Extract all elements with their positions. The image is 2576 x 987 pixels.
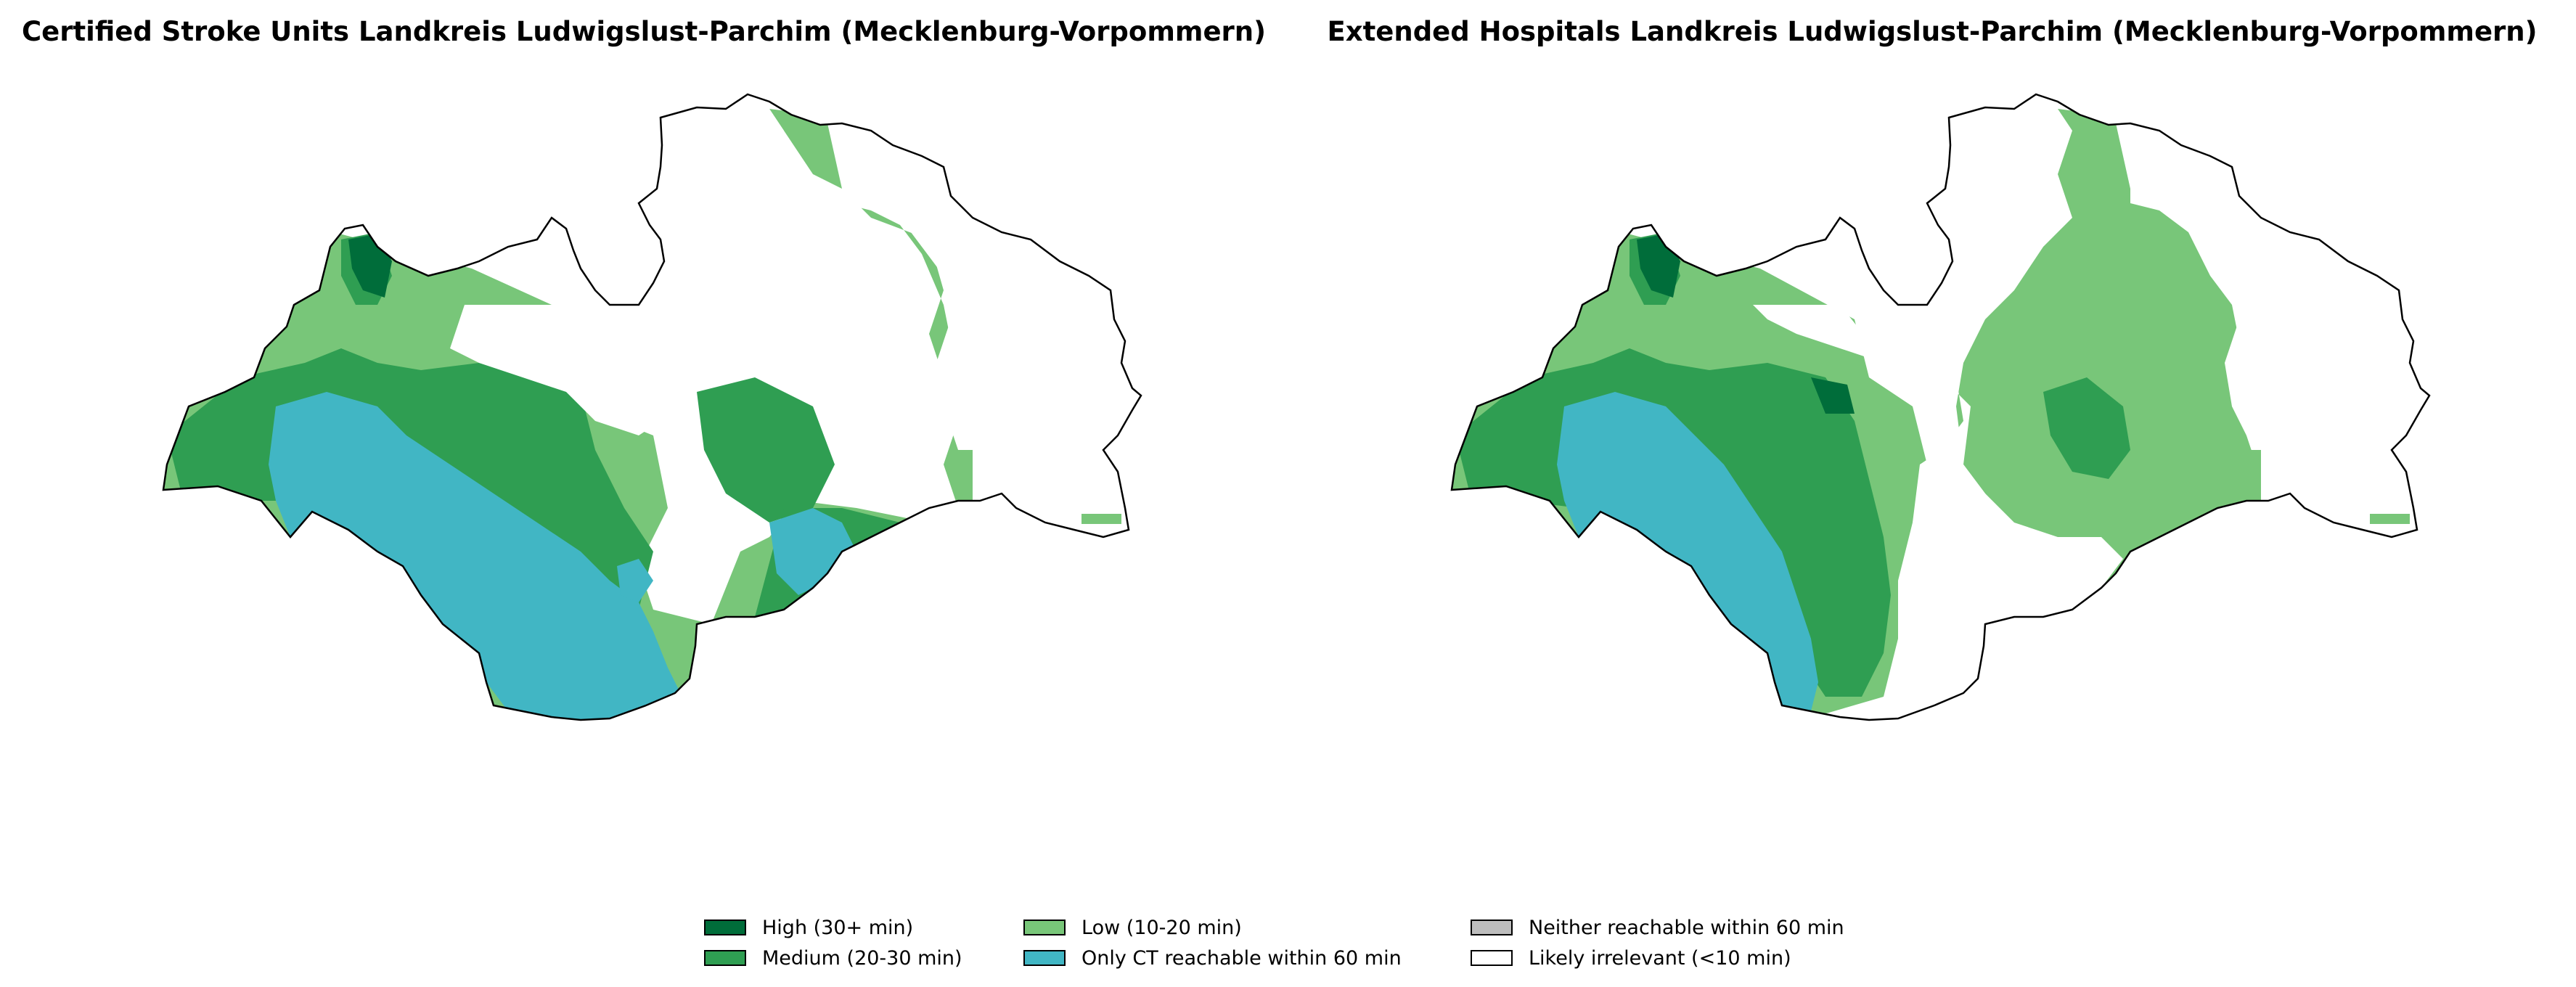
legend-label-irrelevant: Likely irrelevant (<10 min)	[1529, 946, 1791, 970]
map-certified-stroke-units	[162, 93, 1142, 721]
map-extended-hospitals	[1450, 93, 2431, 721]
legend-item-neither: Neither reachable within 60 min	[1471, 913, 1844, 942]
legend-item-ct-only: Only CT reachable within 60 min	[1023, 943, 1402, 972]
legend-swatch-neither	[1471, 920, 1513, 935]
map-shading	[1452, 109, 2421, 720]
legend-label-neither: Neither reachable within 60 min	[1529, 916, 1844, 939]
district-outline	[162, 93, 1142, 721]
map-panel-extended-hospitals: Extended Hospitals Landkreis Ludwigslust…	[1288, 0, 2576, 798]
legend-label-ct-only: Only CT reachable within 60 min	[1081, 946, 1402, 970]
legend-label-high: High (30+ min)	[762, 916, 914, 939]
legend-label-medium: Medium (20-30 min)	[762, 946, 962, 970]
legend-item-irrelevant: Likely irrelevant (<10 min)	[1471, 943, 1791, 972]
legend-swatch-low	[1023, 920, 1066, 935]
map-shading	[163, 109, 1132, 720]
legend: High (30+ min) Medium (20-30 min) Low (1…	[704, 913, 1894, 978]
map-title-right: Extended Hospitals Landkreis Ludwigslust…	[1327, 16, 2538, 47]
map-panel-certified-stroke-units: Certified Stroke Units Landkreis Ludwigs…	[0, 0, 1288, 798]
legend-item-high: High (30+ min)	[704, 913, 913, 942]
legend-label-low: Low (10-20 min)	[1081, 916, 1242, 939]
legend-item-low: Low (10-20 min)	[1023, 913, 1242, 942]
legend-swatch-irrelevant	[1471, 950, 1513, 966]
district-outline	[1450, 93, 2431, 721]
legend-item-medium: Medium (20-30 min)	[704, 943, 962, 972]
legend-swatch-ct-only	[1023, 950, 1066, 966]
map-title-left: Certified Stroke Units Landkreis Ludwigs…	[21, 16, 1267, 47]
legend-swatch-high	[704, 920, 746, 935]
legend-swatch-medium	[704, 950, 746, 966]
